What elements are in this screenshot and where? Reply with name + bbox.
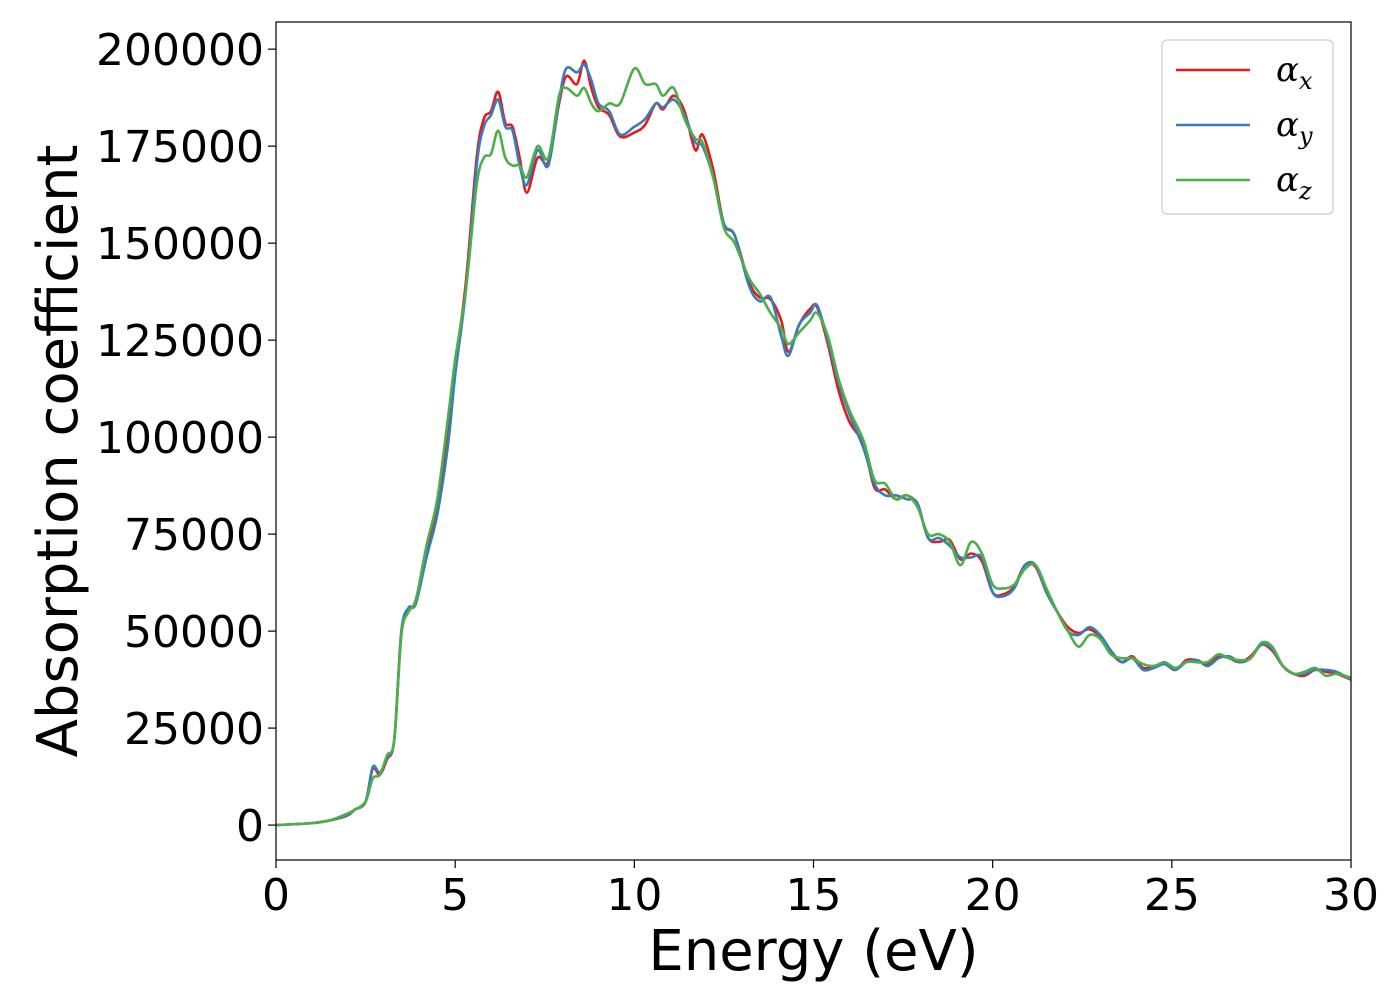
x-tick-label: 25 [1144,870,1200,921]
x-tick-label: 5 [441,870,469,921]
y-axis-label: Absorption coefficient [26,145,91,758]
y-tick-label: 50000 [124,607,264,658]
x-tick-label: 15 [786,870,842,921]
y-tick-label: 100000 [96,413,264,464]
y-tick-label: 150000 [96,219,264,270]
y-axis-ticks: 0 25000 50000 75000 100000 125000 150000 175000… [96,25,276,852]
y-tick-label: 0 [236,801,264,852]
y-tick-label: 175000 [96,122,264,173]
legend-label-z: αz [1276,160,1312,205]
legend-label-y: αy [1276,105,1313,150]
series-layer [276,59,1351,827]
legend-box [1161,39,1334,215]
legend-label-x: αx [1276,50,1313,95]
y-tick-label: 125000 [96,316,264,367]
x-axis-ticks: 0 5 10 15 20 25 30 [262,860,1379,921]
y-tick-label: 75000 [124,510,264,561]
series-line-z [276,66,1351,827]
x-axis-label: Energy (eV) [648,919,978,984]
x-tick-label: 20 [965,870,1021,921]
y-tick-label: 200000 [96,25,264,76]
x-tick-label: 10 [606,870,662,921]
y-tick-label: 25000 [124,704,264,755]
x-tick-label: 30 [1323,870,1379,921]
x-tick-label: 0 [262,870,290,921]
legend: αx αy αz [1161,39,1334,215]
